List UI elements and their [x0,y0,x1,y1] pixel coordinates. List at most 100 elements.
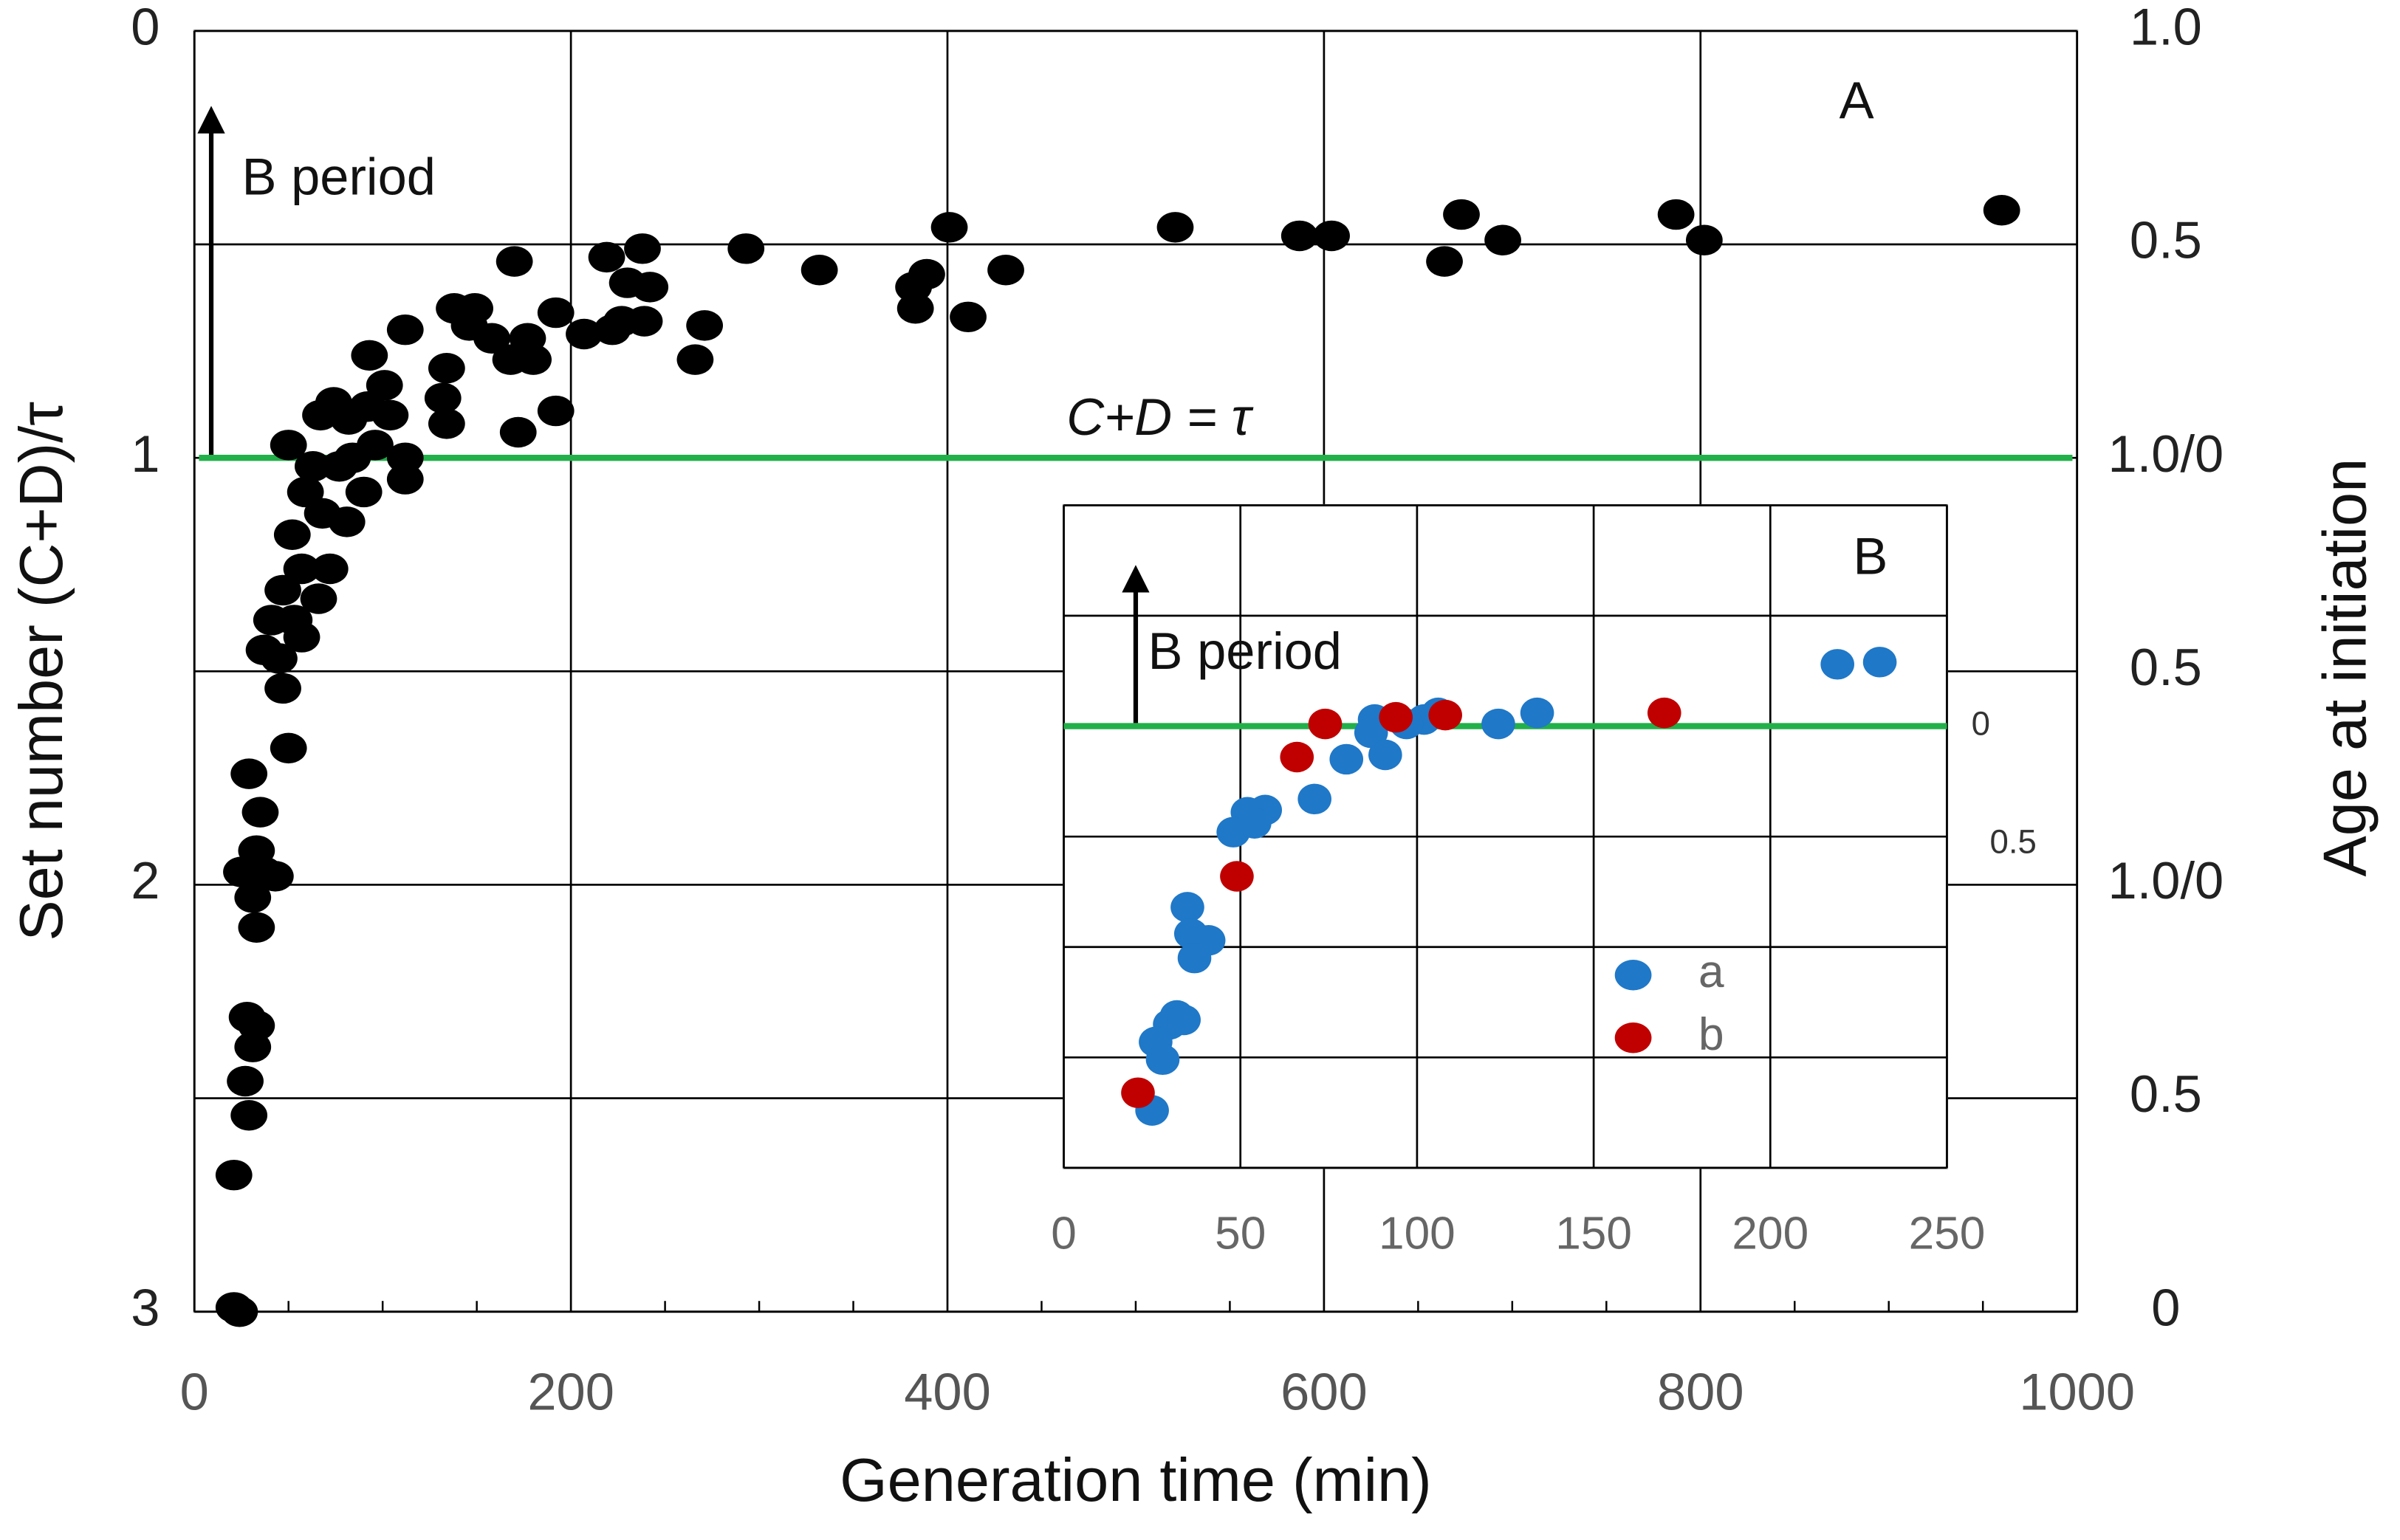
x-tick-label: 150 [1555,1209,1632,1259]
point [800,254,838,286]
point [1329,743,1364,775]
panel-title: A [1840,71,1874,129]
point [386,314,424,346]
x-tick-label: 250 [1909,1209,1986,1259]
point [311,553,349,585]
point [345,476,383,508]
point [727,233,765,264]
point [1820,649,1854,680]
point [371,399,409,431]
x-tick-label: 50 [1215,1209,1266,1259]
point [264,574,301,606]
point [283,553,320,585]
point [1983,195,2020,226]
point [987,254,1024,286]
point [895,272,932,303]
annotation: B period [241,148,435,206]
y2-tick-label: 0 [1972,705,1990,743]
point [1313,220,1350,252]
point [1657,199,1695,230]
point [588,241,625,273]
y-tick-label: 1 [131,424,160,483]
point [238,912,275,943]
legend-marker [1614,1022,1652,1053]
annotation: B period [1148,622,1342,680]
point [234,1031,272,1062]
x-tick-label: 800 [1657,1362,1744,1420]
y2-axis-title: Age at initiation [2311,458,2379,877]
point [221,1296,258,1327]
legend-label: a [1698,946,1724,997]
point [1156,212,1194,243]
point [1177,942,1212,974]
point [256,861,294,892]
point [566,318,603,350]
y-tick-label: 2 [131,851,160,910]
point [1280,220,1318,252]
point [631,272,669,303]
y-tick-label: 0 [131,0,160,55]
y2-tick-label: 0.5 [2130,638,2202,696]
point [270,732,307,764]
legend-label: b [1698,1009,1724,1060]
point [264,673,301,704]
point [537,297,575,329]
point [386,442,424,473]
x-tick-label: 200 [1732,1209,1808,1259]
point [1443,199,1480,230]
x-tick-label: 100 [1379,1209,1456,1259]
x-tick-label: 200 [527,1362,614,1420]
point [1428,699,1462,731]
point [450,310,488,341]
point [950,301,987,333]
y2-tick-label: 0.5 [2130,211,2202,269]
x-axis-title: Generation time (min) [840,1446,1432,1514]
point [1238,808,1272,839]
y2-tick-label: 0 [2151,1278,2180,1336]
point [492,344,529,375]
point [1121,1077,1155,1108]
point [1280,741,1314,773]
y2-tick-label: 1.0 [2130,0,2202,55]
x-tick-label: 600 [1280,1362,1368,1420]
x-tick-label: 0 [1051,1209,1077,1259]
point [227,1065,264,1097]
point [1481,708,1515,740]
point [351,340,388,371]
point [320,451,358,482]
point [1520,697,1554,729]
point [625,306,663,337]
point [283,622,320,653]
y2-tick-label: 1.0/0 [2108,424,2224,483]
inset-plot: 0 50 100 150 200 250 0 0.5 ab B B period [1051,503,2037,1259]
point [624,233,661,264]
point [304,498,341,529]
point [1862,647,1897,678]
point [428,353,465,384]
point [686,310,724,341]
point [294,451,332,482]
x-tick-label: 1000 [2019,1362,2135,1420]
point [241,797,279,828]
point [261,643,298,674]
x-tick-label: 0 [180,1362,209,1420]
point [1379,701,1413,733]
point [234,882,272,913]
point [270,430,307,461]
point [302,399,339,431]
point [1145,1044,1180,1076]
point [676,344,714,375]
point [230,758,268,789]
point [1686,224,1723,255]
point [386,464,424,495]
point [223,856,260,887]
panel-title: B [1853,527,1888,585]
x-tick-label: 400 [904,1362,991,1420]
y2-tick-label: 0.5 [2130,1065,2202,1123]
point [215,1159,253,1191]
y-tick-label: 3 [131,1278,160,1336]
reference-label: C+D = τ [1066,388,1253,446]
point [1170,892,1204,923]
point [428,408,465,439]
